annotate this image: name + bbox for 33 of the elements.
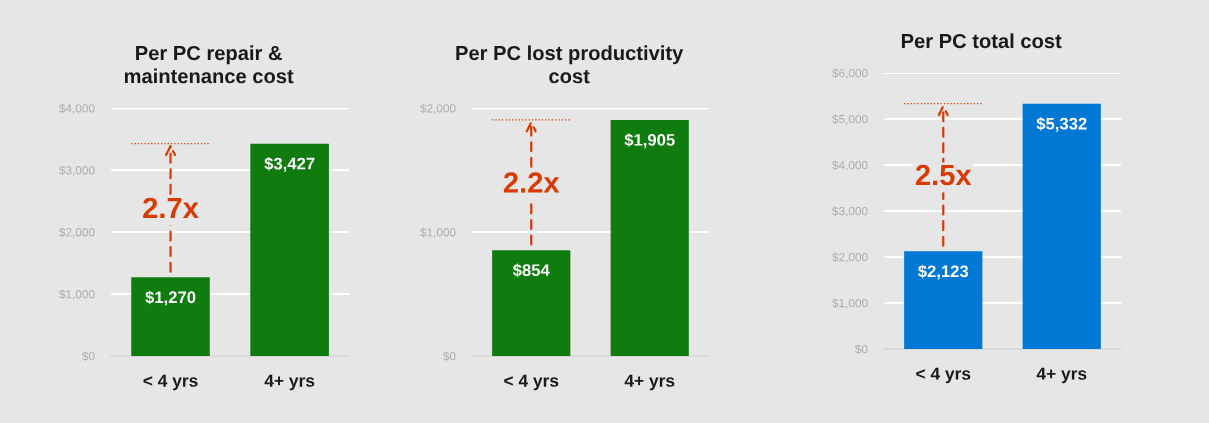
x-tick-label: 4+ yrs <box>1036 367 1087 384</box>
y-tick-label: $5,000 <box>832 114 868 125</box>
x-tick-label: < 4 yrs <box>504 374 559 391</box>
y-tick-label: $2,000 <box>59 227 95 238</box>
y-tick-label: $2,000 <box>832 252 868 263</box>
y-tick-label: $6,000 <box>832 68 868 79</box>
y-tick-label: $1,000 <box>420 227 456 238</box>
annotation: 2.2x <box>503 172 560 193</box>
data-label: $3,427 <box>264 156 315 172</box>
x-tick-label: 4+ yrs <box>624 374 675 391</box>
y-tick-label: $2,000 <box>420 103 456 114</box>
y-tick-label: $0 <box>855 344 868 355</box>
y-tick-label: $3,000 <box>59 165 95 176</box>
y-tick-label: $4,000 <box>832 160 868 171</box>
data-label: $5,332 <box>1036 117 1087 132</box>
data-label: $2,123 <box>917 264 969 280</box>
chart-title: Per PC total cost <box>901 33 1062 49</box>
chart-title: Per PC lost productivity cost <box>456 45 684 84</box>
data-label: $1,905 <box>624 133 675 149</box>
y-tick-label: $0 <box>82 351 95 362</box>
x-tick-label: 4+ yrs <box>264 374 315 391</box>
data-label: $854 <box>512 263 550 278</box>
chart-title: Per PC repair & maintenance cost <box>124 45 294 84</box>
annotation: 2.7x <box>143 197 199 218</box>
data-label: $1,270 <box>145 290 196 306</box>
x-tick-label: < 4 yrs <box>143 374 198 391</box>
y-tick-label: $1,000 <box>832 298 868 309</box>
y-tick-label: $4,000 <box>59 103 95 114</box>
y-tick-label: $1,000 <box>59 289 95 300</box>
y-tick-label: $0 <box>443 351 456 362</box>
y-tick-label: $3,000 <box>832 206 868 217</box>
x-tick-label: < 4 yrs <box>916 367 971 384</box>
annotation: 2.5x <box>915 164 972 186</box>
